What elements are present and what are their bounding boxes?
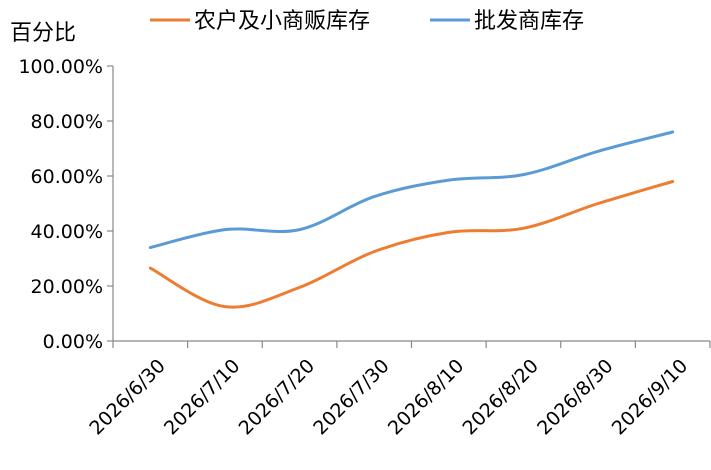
legend-label-wholesaler-inventory: 批发商库存 (474, 9, 584, 34)
series-line-farmer-inventory (148, 180, 675, 309)
series-line-wholesaler-inventory (148, 130, 675, 249)
series-layer (148, 130, 675, 309)
data-point-wholesaler-inventory (298, 228, 301, 231)
y-axis-label: 百分比 (10, 21, 76, 46)
y-tick-label: 60.00% (31, 166, 103, 188)
data-point-farmer-inventory (149, 266, 152, 270)
data-point-wholesaler-inventory (372, 195, 376, 198)
data-point-farmer-inventory (223, 305, 227, 308)
x-tick-label: 2026/7/30 (309, 355, 393, 439)
x-tick-label: 2026/7/10 (160, 355, 244, 439)
data-point-wholesaler-inventory (522, 173, 525, 176)
data-point-wholesaler-inventory (671, 130, 674, 134)
y-tick-label: 100.00% (18, 56, 103, 78)
legend: 农户及小商贩库存 批发商库存 (150, 9, 584, 34)
y-tick-label: 0.00% (43, 331, 103, 353)
data-point-wholesaler-inventory (596, 150, 600, 153)
x-tick-label: 2026/8/10 (384, 355, 468, 439)
data-point-farmer-inventory (596, 202, 600, 205)
x-axis: 2026/6/302026/7/102026/7/202026/7/302026… (85, 340, 711, 439)
data-point-farmer-inventory (447, 231, 451, 234)
data-point-farmer-inventory (372, 250, 376, 253)
data-point-farmer-inventory (298, 286, 301, 289)
y-tick-label: 40.00% (31, 221, 103, 243)
x-tick-label: 2026/9/10 (608, 355, 692, 439)
legend-label-farmer-inventory: 农户及小商贩库存 (194, 9, 370, 34)
y-tick-label: 20.00% (31, 276, 103, 298)
x-tick-label: 2026/8/20 (459, 355, 543, 439)
x-tick-label: 2026/7/20 (235, 355, 319, 439)
x-tick-label: 2026/6/30 (85, 355, 169, 439)
data-point-wholesaler-inventory (223, 228, 227, 231)
data-point-farmer-inventory (671, 180, 674, 183)
data-point-wholesaler-inventory (149, 246, 152, 249)
x-tick-label: 2026/8/30 (533, 355, 617, 439)
data-point-farmer-inventory (522, 227, 525, 230)
y-axis: 0.00% 20.00% 40.00% 60.00% 80.00% 100.00% (18, 56, 114, 353)
data-point-wholesaler-inventory (447, 178, 451, 182)
y-tick-label: 80.00% (31, 111, 103, 133)
